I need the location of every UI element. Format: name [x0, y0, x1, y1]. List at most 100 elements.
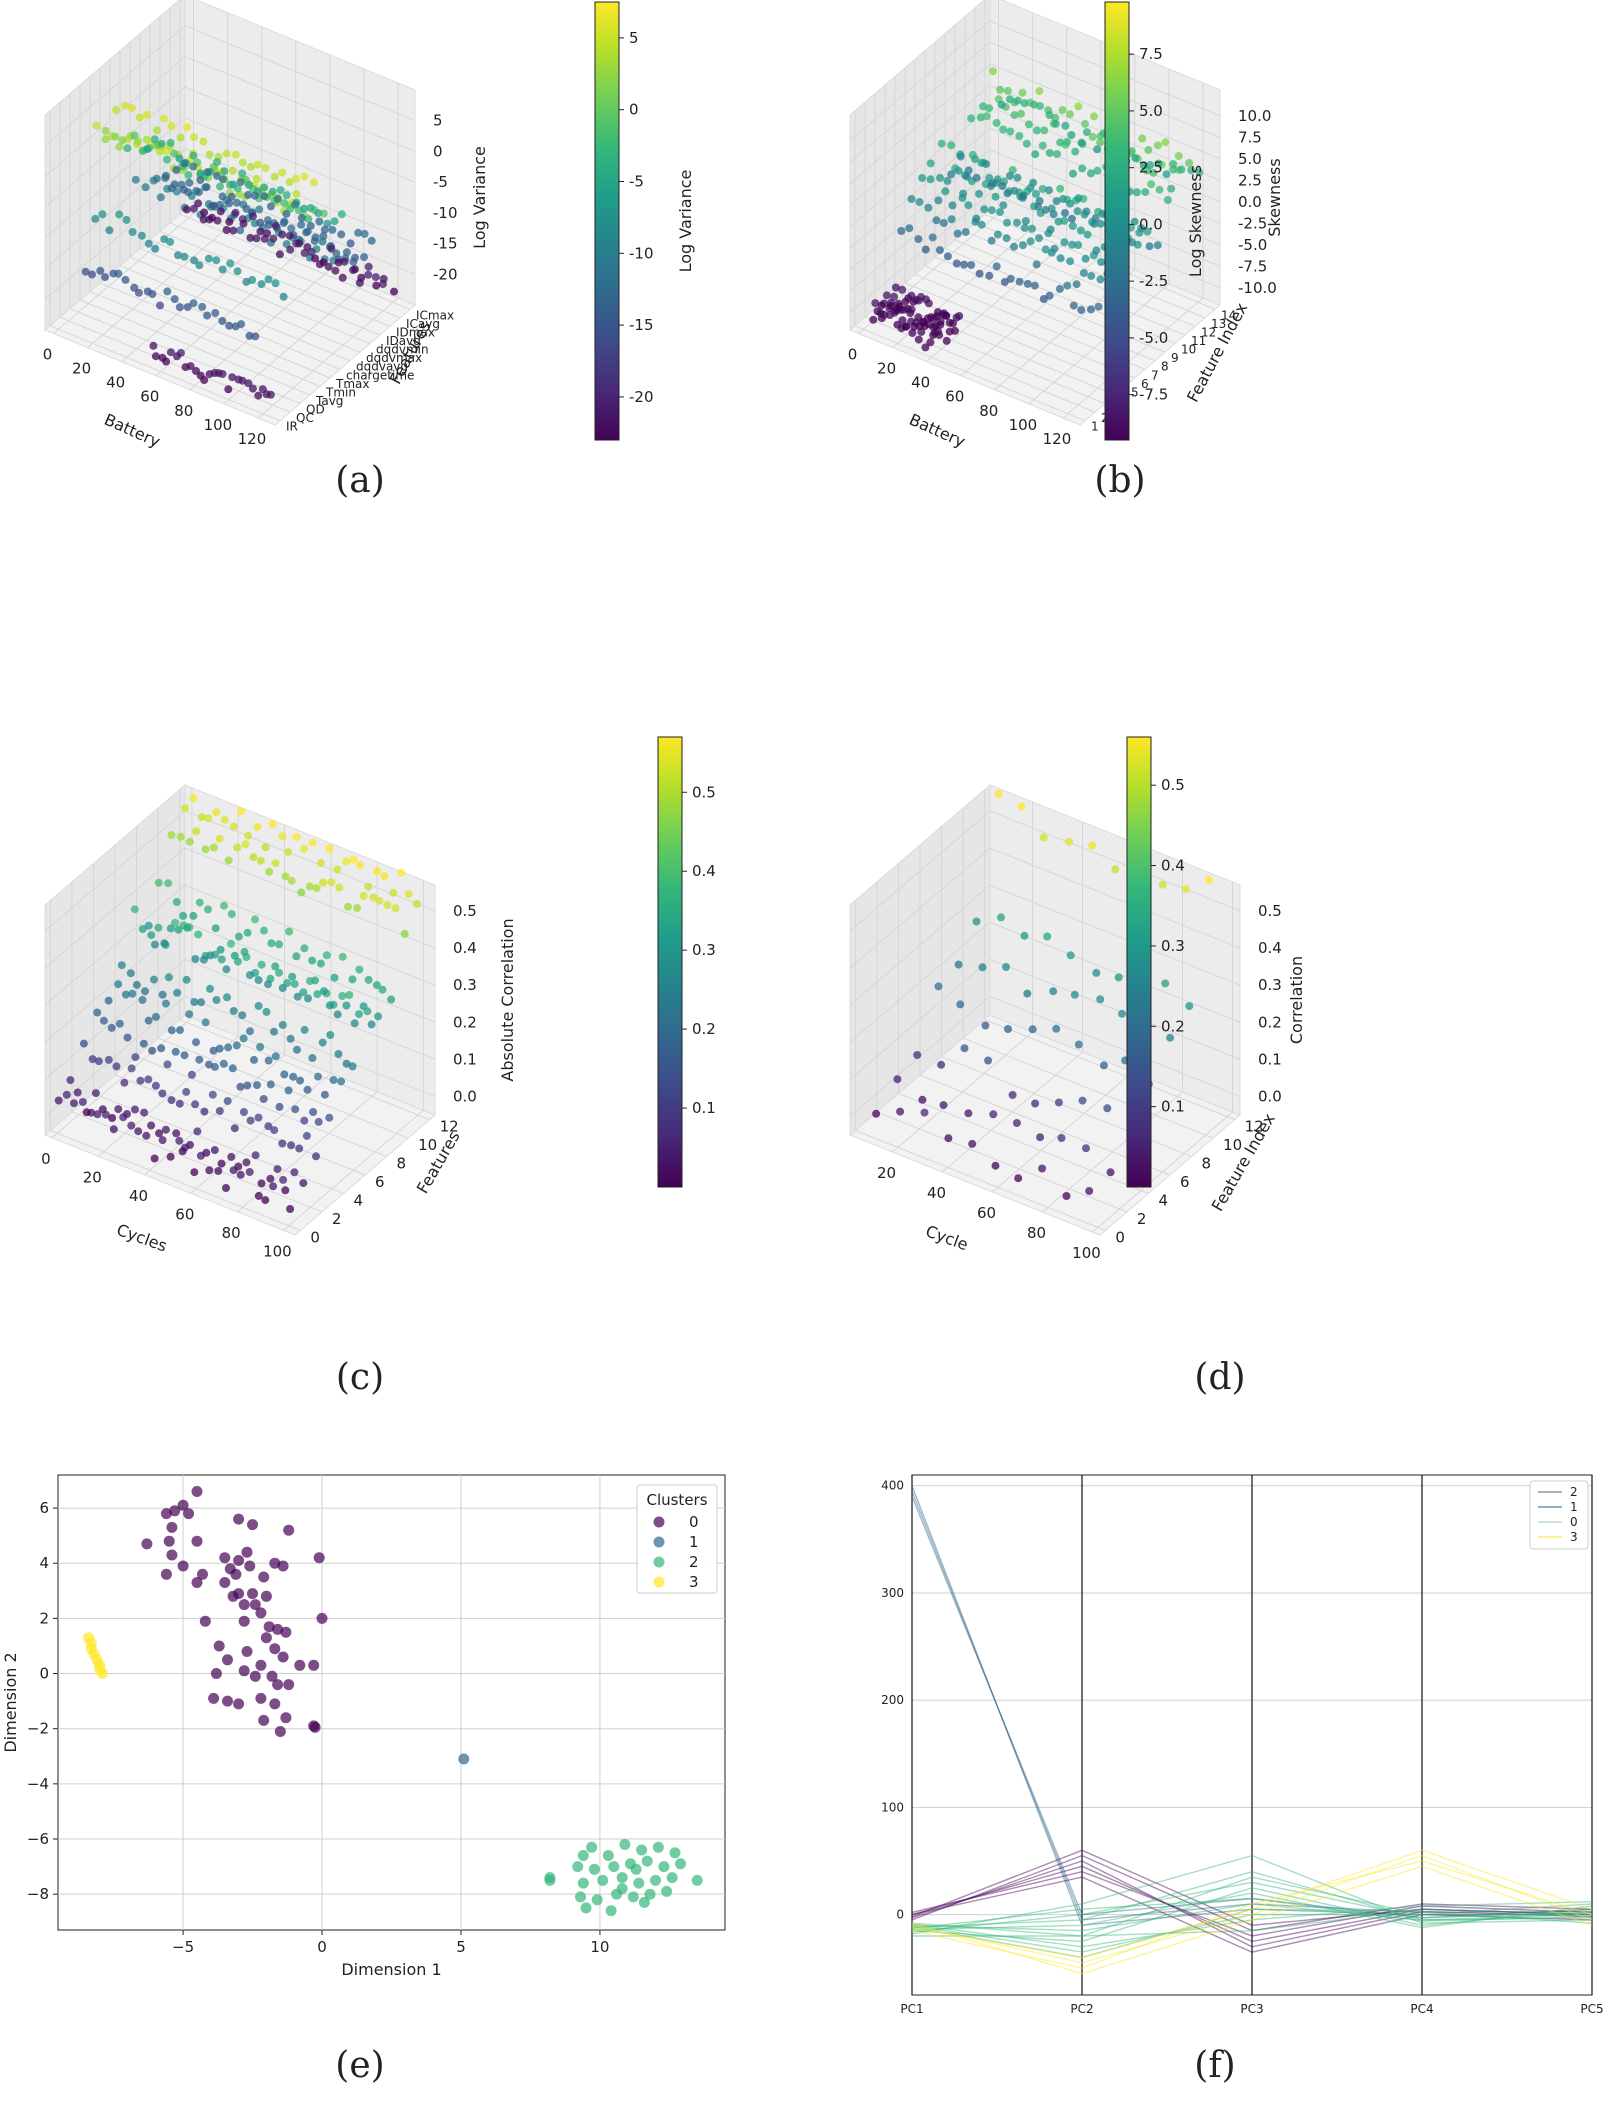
data-point: [246, 1116, 255, 1125]
z-tick-label: 7.5: [1238, 128, 1262, 146]
grid-line: [849, 847, 991, 969]
data-point: [333, 1010, 342, 1019]
data-point: [328, 225, 337, 234]
data-point: [1069, 301, 1078, 310]
data-point: [264, 1056, 273, 1065]
data-point: [150, 135, 159, 144]
series-line: [912, 1876, 1592, 1937]
data-point: [314, 209, 323, 218]
data-point: [278, 984, 287, 992]
data-point: [1177, 165, 1186, 174]
data-point: [290, 1168, 299, 1177]
data-point: [253, 1081, 261, 1090]
data-point: [225, 321, 234, 330]
y-tick-label: 2: [1137, 1210, 1147, 1228]
data-point: [114, 1105, 123, 1114]
data-point: [271, 221, 280, 230]
data-point: [1070, 990, 1079, 999]
data-point: [268, 820, 277, 829]
colorbar-tick-label: 7.5: [1139, 45, 1163, 63]
data-point: [315, 217, 324, 226]
data-point: [101, 135, 110, 144]
data-point: [869, 315, 878, 324]
data-point: [993, 230, 1002, 239]
data-point: [160, 1568, 172, 1580]
caption-c-label: (c): [335, 1357, 385, 1398]
data-point: [1161, 138, 1170, 147]
y-tick-label: 2: [39, 1609, 49, 1627]
data-point: [109, 1125, 118, 1134]
data-point: [292, 952, 301, 961]
data-point: [244, 190, 252, 199]
y-tick-label: 300: [881, 1586, 904, 1600]
data-point: [256, 218, 265, 227]
data-point: [208, 1692, 220, 1704]
data-point: [271, 1052, 280, 1061]
data-point: [183, 123, 192, 132]
data-point: [209, 201, 218, 210]
grid-line: [257, 297, 399, 419]
data-point: [191, 1535, 203, 1547]
y-tick-label: −8: [27, 1885, 49, 1903]
data-point: [208, 213, 216, 222]
data-point: [127, 1064, 136, 1073]
data-point: [999, 125, 1008, 134]
data-point: [189, 151, 198, 160]
data-point: [251, 332, 260, 341]
data-point: [669, 1847, 681, 1859]
data-point: [244, 831, 253, 840]
y-tick-label: 6: [39, 1499, 49, 1517]
data-point: [256, 1043, 265, 1051]
data-point: [320, 1090, 329, 1099]
data-point: [290, 980, 299, 988]
data-point: [213, 158, 222, 166]
data-point: [982, 112, 991, 121]
data-point: [293, 1045, 301, 1054]
data-point: [932, 216, 941, 225]
data-point: [325, 844, 334, 853]
colorbar-label: Log Variance: [676, 170, 695, 273]
data-point: [194, 930, 203, 939]
data-point: [242, 204, 251, 213]
data-point: [190, 256, 199, 265]
data-point: [1032, 260, 1041, 269]
data-point: [158, 1136, 167, 1145]
grid-line: [849, 192, 991, 314]
data-point: [572, 1861, 584, 1873]
caption-d-label: (d): [1194, 1357, 1246, 1398]
data-point: [269, 1698, 281, 1710]
panel-e: −5 0 5 10 6 4 2 0 −2 −4 −6 −8 Dimension 1 Dimension 2…: [0, 1460, 740, 2060]
chart-a: 0 20 40 60 80 100 120 IRQCQDTavgTminTmaxcharget…: [43, 0, 695, 451]
data-point: [342, 1001, 351, 1010]
data-point: [203, 168, 212, 177]
grid-line: [79, 299, 311, 396]
data-point: [185, 178, 194, 187]
data-point: [220, 815, 229, 824]
data-point: [238, 158, 247, 167]
x-tick-label: 60: [945, 388, 964, 406]
data-point: [1071, 147, 1080, 156]
data-point: [1144, 146, 1153, 154]
data-point: [1079, 269, 1088, 277]
data-point: [156, 193, 165, 202]
data-point: [355, 965, 364, 974]
data-point: [243, 928, 252, 937]
data-point: [291, 1105, 300, 1114]
z-tick-label: 0.0: [1238, 193, 1262, 211]
x-tick-label: 40: [927, 1184, 946, 1202]
data-point: [1032, 126, 1041, 135]
grid-line: [119, 265, 351, 362]
data-point: [1029, 178, 1038, 187]
data-point: [192, 1038, 200, 1047]
data-point: [956, 1000, 965, 1009]
legend-label: 1: [1570, 1500, 1578, 1514]
y-tick-label: 0: [310, 1228, 320, 1246]
data-point: [349, 855, 358, 864]
data-point: [948, 201, 957, 210]
data-point: [992, 119, 1001, 127]
data-point: [187, 1070, 196, 1079]
data-point: [260, 1590, 272, 1602]
y-tick-label: 10: [418, 1136, 437, 1154]
data-point: [1166, 1033, 1175, 1042]
data-point: [225, 199, 234, 208]
